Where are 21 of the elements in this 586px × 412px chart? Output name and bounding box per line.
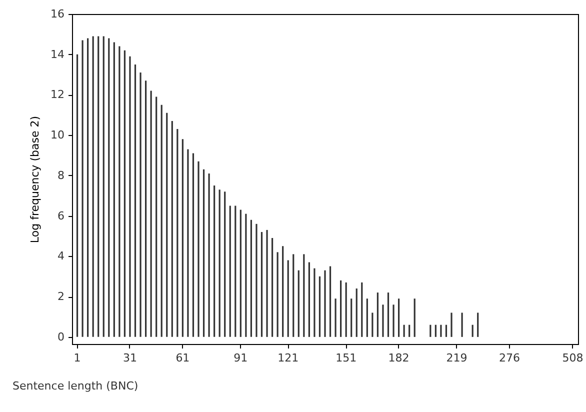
- x-tick-label: 61: [176, 352, 190, 364]
- x-tick-label: 31: [122, 352, 137, 364]
- x-tick-label: 219: [446, 352, 468, 364]
- x-tick-label: 508: [562, 352, 584, 364]
- y-tick-label: 0: [58, 330, 64, 344]
- y-tick-label: 4: [58, 250, 64, 263]
- x-tick-label: 1: [74, 352, 81, 364]
- y-tick-label: 14: [50, 48, 64, 61]
- x-tick-label: 182: [388, 352, 410, 364]
- y-tick-label: 16: [50, 8, 64, 20]
- x-tick-label: 121: [278, 352, 299, 364]
- y-tick-label: 8: [58, 168, 64, 182]
- y-axis-title: Log frequency (base 2): [28, 116, 42, 244]
- x-tick-label: 91: [234, 352, 248, 364]
- x-tick-label: 151: [336, 352, 357, 364]
- x-tick-label: 276: [498, 352, 520, 364]
- y-tick-label: 10: [50, 128, 64, 142]
- x-axis-title: Sentence length (BNC): [12, 380, 138, 392]
- y-tick-label: 6: [58, 209, 64, 222]
- y-tick-label: 12: [50, 88, 64, 102]
- y-tick-label: 2: [58, 290, 64, 304]
